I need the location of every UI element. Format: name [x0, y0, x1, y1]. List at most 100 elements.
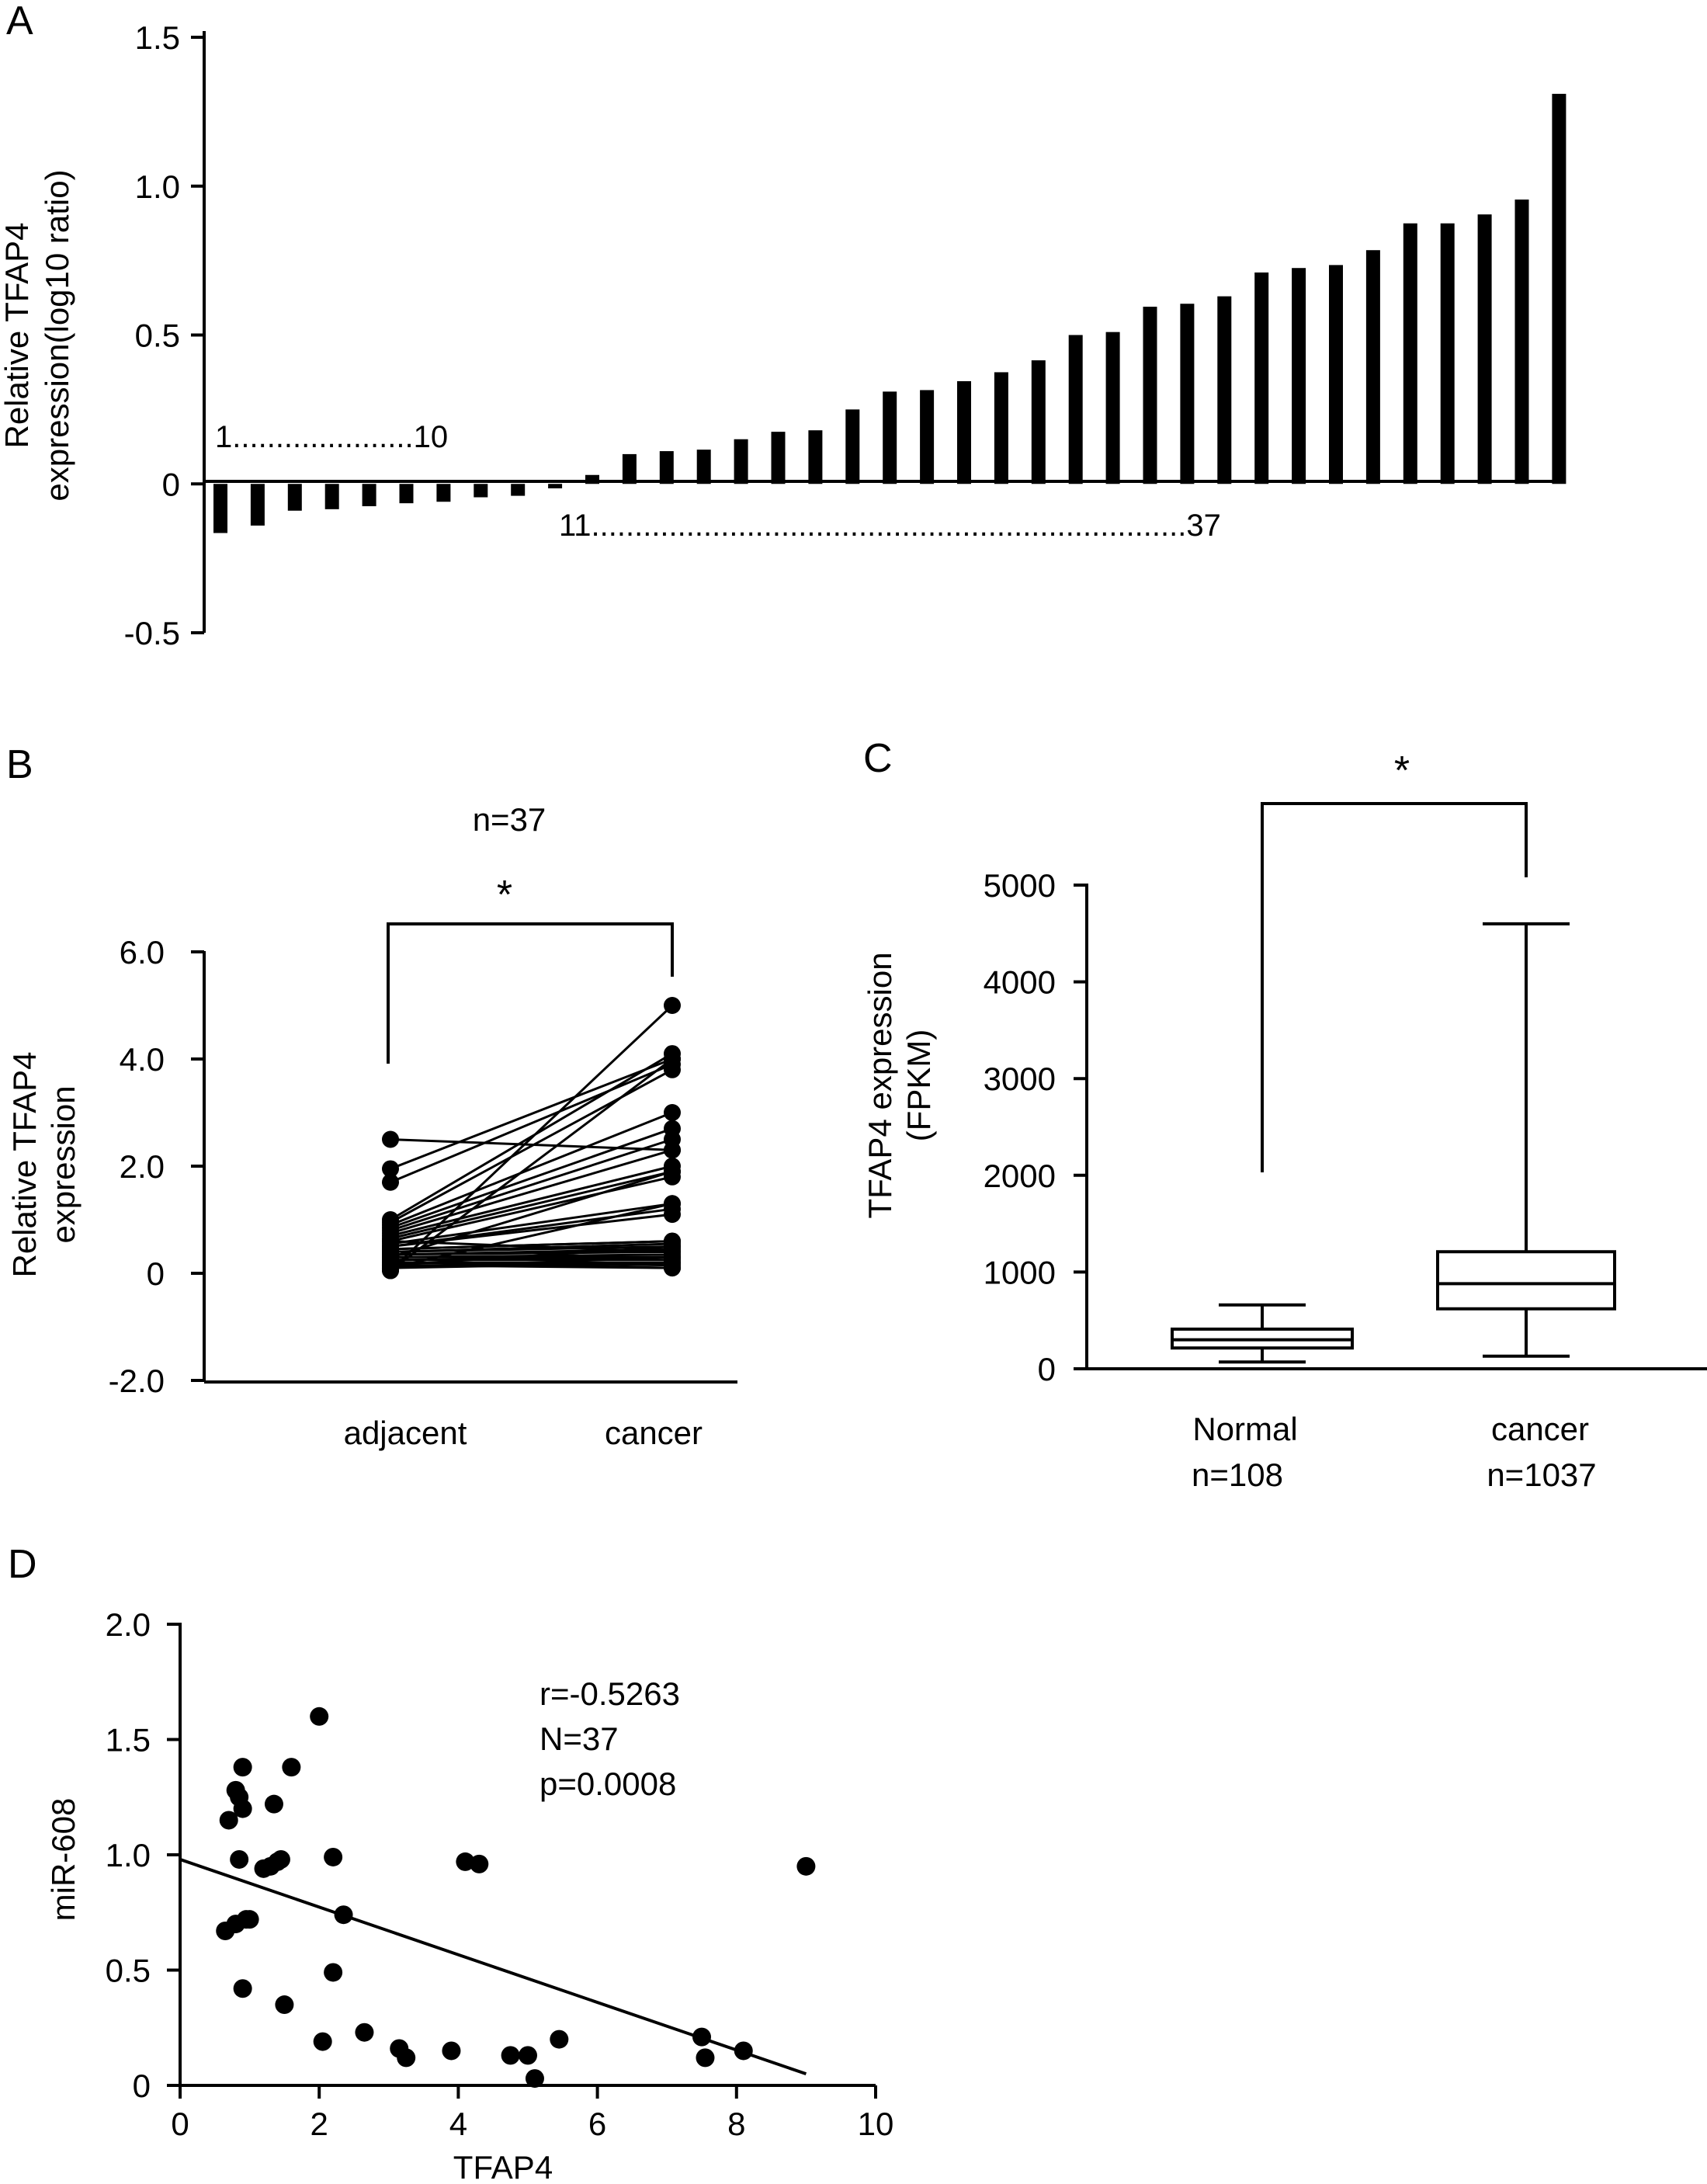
panel-d-point: [233, 1799, 252, 1818]
panel-d-point: [525, 2069, 544, 2089]
panel-c-ytick-label: 0: [1038, 1351, 1056, 1387]
panel-b-pair-line: [390, 1138, 673, 1232]
panel-a-bar: [1552, 93, 1566, 484]
panel-b-point-cancer: [664, 1050, 681, 1068]
panel-a-bar: [585, 474, 599, 484]
panel-c-n-normal: n=108: [1192, 1457, 1283, 1493]
panel-d-point: [442, 2041, 461, 2061]
panel-a-bar-chart: 1.5 1.0 0.5 0 -0.5 Relative TFAP4 expression…: [0, 19, 1566, 651]
panel-d-xtick-label: 6: [588, 2106, 606, 2142]
panel-d-point: [324, 1963, 343, 1982]
panel-c-box: [1436, 1250, 1616, 1311]
panel-a-ylabel-line2: expression(log10 ratio): [39, 169, 75, 501]
panel-d-point: [237, 1910, 256, 1929]
panel-b-pair-line: [390, 1175, 673, 1243]
panel-a-bar: [1217, 296, 1232, 484]
panel-c-ytick-label: 3000: [984, 1061, 1056, 1097]
panel-d-point: [310, 1707, 329, 1726]
panel-b-pair-line: [390, 1245, 673, 1253]
panel-b-xlabel-cancer: cancer: [605, 1415, 703, 1451]
panel-d-point: [734, 2041, 753, 2061]
panel-label-d: D: [8, 1542, 37, 1587]
panel-b-ylabel-line2: expression: [45, 1085, 82, 1243]
panel-b-point-adjacent: [382, 1232, 399, 1250]
panel-a-bar: [324, 484, 339, 509]
panel-d-ytick-label: 0.5: [106, 1953, 151, 1989]
panel-b-point-cancer: [664, 1141, 681, 1159]
panel-a-bar: [1180, 304, 1195, 484]
panel-a-bar: [1403, 223, 1417, 484]
panel-b-pair-line: [390, 1261, 673, 1269]
panel-b-pair-line: [390, 1068, 673, 1224]
panel-d-point: [470, 1854, 489, 1873]
panel-c-ylabel-line2: (FPKM): [900, 1030, 937, 1142]
panel-d-point: [233, 1979, 252, 1998]
panel-a-ytick-label: 1.0: [135, 168, 180, 205]
panel-label-a: A: [6, 0, 33, 43]
panel-label-c: C: [863, 736, 893, 781]
panel-b-pair-line: [390, 1148, 673, 1234]
panel-b-title: n=37: [473, 801, 546, 838]
panel-d-point: [282, 1758, 301, 1777]
panel-b-pair-line: [390, 1202, 673, 1245]
panel-a-bar: [399, 484, 414, 504]
panel-c-ytick-label: 2000: [984, 1158, 1056, 1194]
panel-a-bar: [1365, 250, 1380, 484]
panel-a-bar: [957, 380, 971, 484]
panel-a-bar: [1514, 200, 1529, 484]
panel-d-xtick-label: 10: [858, 2106, 894, 2142]
panel-b-point-cancer: [664, 1243, 681, 1261]
panel-label-b: B: [6, 742, 33, 787]
panel-a-ylabel-line1: Relative TFAP4: [0, 222, 35, 448]
panel-d-point: [271, 1849, 290, 1869]
panel-b-xlabel-adjacent: adjacent: [344, 1415, 467, 1451]
panel-b-point-cancer: [664, 1162, 681, 1180]
panel-b-pair-line: [390, 1165, 673, 1238]
panel-d-point: [456, 1852, 475, 1871]
panel-a-ytick-label: 1.5: [135, 19, 180, 56]
panel-c-ytick-label: 4000: [984, 964, 1056, 1001]
panel-a-bar: [474, 484, 488, 498]
panel-d-ytick-label: 1.5: [106, 1722, 151, 1759]
panel-b-point-cancer: [664, 1104, 681, 1121]
panel-a-bar: [1329, 265, 1343, 484]
panel-b-point-adjacent: [382, 1262, 399, 1279]
panel-a-bar: [845, 409, 860, 484]
panel-d-xlabel: TFAP4: [453, 2149, 553, 2184]
panel-b-pair-line: [390, 1213, 673, 1248]
panel-a-annotation-top: 1.....................10: [215, 420, 448, 454]
panel-d-point: [796, 1856, 816, 1876]
panel-b-pair-line: [390, 1138, 673, 1151]
panel-c-significance-star: *: [1394, 748, 1410, 793]
panel-d-point: [550, 2029, 569, 2049]
panel-d-point: [519, 2046, 537, 2065]
panel-a-annotation-bottom: 11......................................…: [559, 509, 1221, 543]
panel-a-bar: [213, 484, 227, 533]
panel-c-xlabel-cancer: cancer: [1491, 1411, 1589, 1447]
panel-a-bar: [622, 453, 637, 484]
panel-b-ytick-label: 0: [147, 1255, 165, 1292]
panel-d-ylabel: miR-608: [45, 1798, 82, 1922]
panel-a-bar: [771, 432, 786, 484]
panel-a-bar: [1477, 214, 1492, 484]
panel-d-point: [233, 1758, 252, 1777]
panel-a-bar: [287, 484, 302, 511]
panel-b-pair-line: [390, 1111, 673, 1227]
panel-a-bar: [883, 391, 897, 484]
panel-a-ytick-label: -0.5: [124, 615, 180, 651]
panel-d-point: [397, 2048, 416, 2068]
panel-b-pair-line: [390, 1127, 673, 1229]
panel-a-bar: [1105, 332, 1120, 484]
panel-b-point-adjacent: [382, 1248, 399, 1266]
panel-a-bar: [1440, 223, 1455, 484]
panel-b-point-adjacent: [382, 1173, 399, 1191]
panel-d-point: [355, 2023, 374, 2042]
panel-b-pair-line: [390, 1240, 673, 1251]
panel-c-box-plot: 5000 4000 3000 2000 1000 0 * Normal n=108 can…: [862, 748, 1707, 1493]
panel-a-bar: [436, 484, 451, 502]
panel-a-bar: [250, 484, 265, 526]
panel-a-bar: [1292, 268, 1306, 484]
panel-a-bar: [696, 450, 711, 484]
panel-a-bar: [1143, 307, 1157, 484]
